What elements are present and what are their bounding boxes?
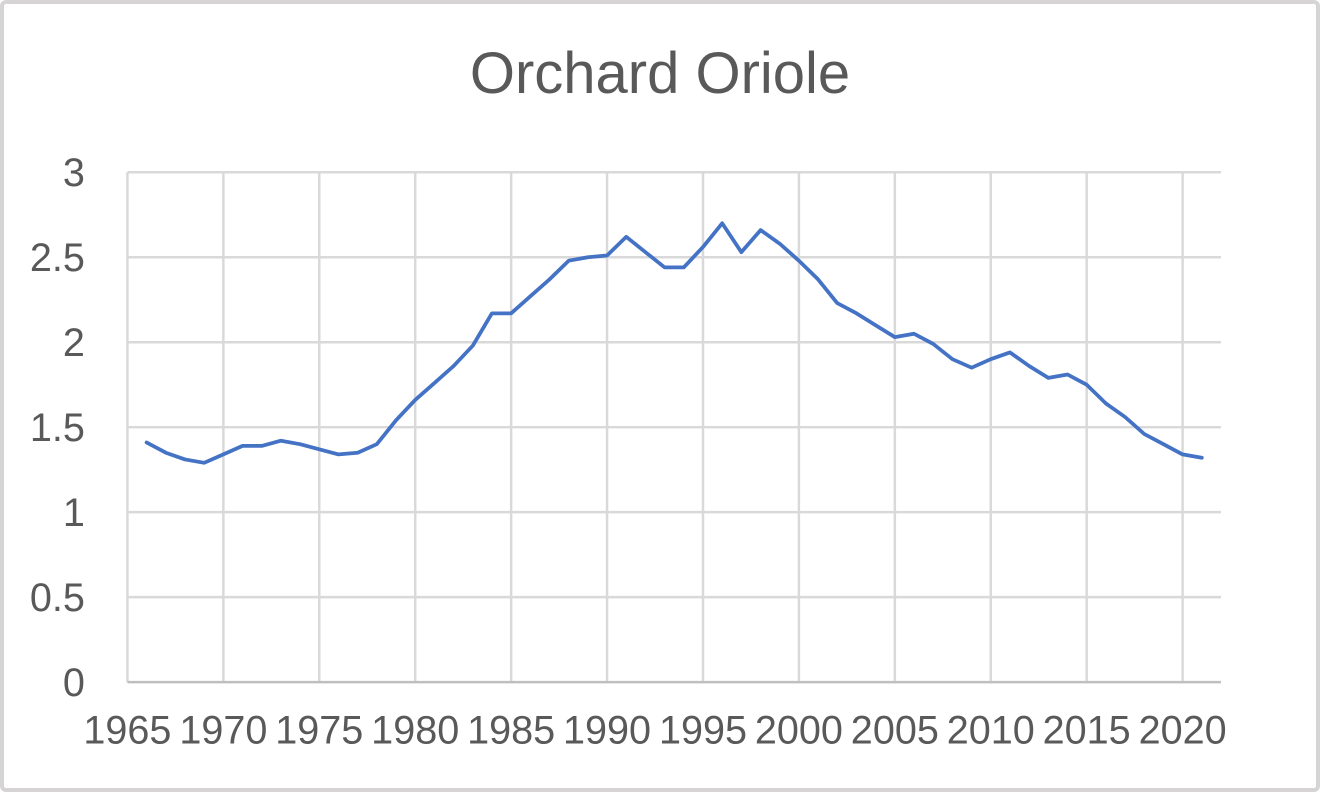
x-tick-label-1990: 1990 (563, 708, 651, 752)
y-tick-label-1.5: 1.5 (30, 406, 85, 450)
x-tick-label-1965: 1965 (83, 708, 171, 752)
x-axis-tick-labels: 1965 1970 1975 1980 1985 1990 1995 2000 2005 2010… (83, 708, 1226, 752)
x-tick-label-2005: 2005 (851, 708, 939, 752)
x-tick-label-1995: 1995 (659, 708, 747, 752)
y-tick-label-2.5: 2.5 (30, 236, 85, 280)
y-axis-tick-labels: 0 0.5 1 1.5 2 2.5 3 (30, 151, 85, 705)
x-tick-label-2015: 2015 (1043, 708, 1131, 752)
y-tick-label-2: 2 (63, 321, 85, 365)
x-tick-label-1975: 1975 (275, 708, 363, 752)
x-tick-label-1985: 1985 (467, 708, 555, 752)
y-tick-label-0: 0 (63, 661, 85, 705)
horizontal-gridlines (127, 171, 1221, 599)
data-series (144, 221, 1204, 465)
x-tick-label-2010: 2010 (947, 708, 1035, 752)
line-chart: 0 0.5 1 1.5 2 2.5 3 1965 1970 1975 1980 1985 1990 19… (30, 151, 1227, 752)
data-series-line (144, 221, 1204, 465)
x-tick-label-1970: 1970 (179, 708, 267, 752)
x-tick-label-2000: 2000 (755, 708, 843, 752)
x-tick-label-2020: 2020 (1139, 708, 1227, 752)
y-tick-label-3: 3 (63, 151, 85, 195)
x-tick-label-1980: 1980 (371, 708, 459, 752)
y-tick-label-1: 1 (63, 491, 85, 535)
y-tick-label-0.5: 0.5 (30, 576, 85, 620)
